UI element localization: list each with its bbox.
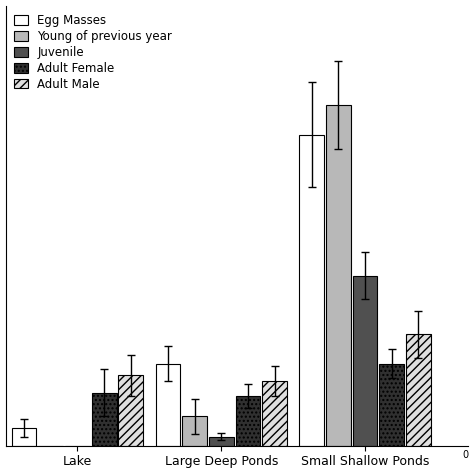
Bar xyxy=(155,364,180,446)
Text: 0: 0 xyxy=(462,450,468,460)
Bar xyxy=(353,275,377,446)
Bar xyxy=(406,334,431,446)
Bar xyxy=(92,393,117,446)
Bar xyxy=(326,105,351,446)
Bar xyxy=(262,381,287,446)
Bar xyxy=(12,428,36,446)
Bar xyxy=(182,416,207,446)
Bar xyxy=(209,437,234,446)
Bar xyxy=(379,364,404,446)
Legend: Egg Masses, Young of previous year, Juvenile, Adult Female, Adult Male: Egg Masses, Young of previous year, Juve… xyxy=(11,11,174,93)
Bar xyxy=(300,135,324,446)
Bar xyxy=(118,375,143,446)
Bar xyxy=(236,396,260,446)
